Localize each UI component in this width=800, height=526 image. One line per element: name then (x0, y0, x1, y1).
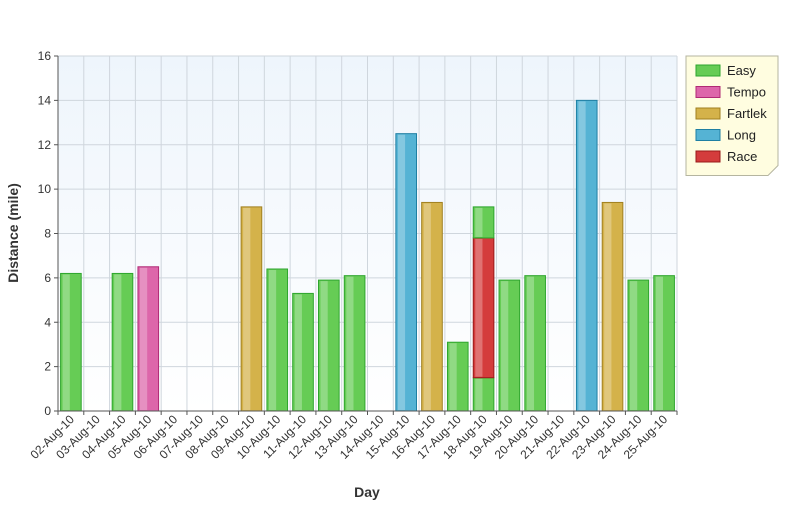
bar-fill (472, 206, 495, 239)
bar-highlight (114, 274, 122, 410)
y-tick-label: 2 (44, 360, 51, 374)
bar-highlight (423, 203, 431, 410)
axes (54, 55, 678, 415)
legend-box (685, 55, 779, 176)
bar-easy (472, 206, 495, 239)
y-tick-label: 16 (38, 49, 52, 63)
bar-highlight (475, 207, 483, 237)
bar-easy (653, 275, 675, 412)
bar-easy (60, 272, 82, 412)
legend-item-fartlek: Fartlek (695, 106, 767, 121)
y-tick-label: 6 (44, 271, 51, 285)
bar-easy (524, 275, 546, 412)
bar-highlight (268, 270, 277, 410)
bar-highlight (475, 238, 483, 377)
bar-long (575, 99, 598, 412)
bar-highlight (655, 276, 664, 410)
legend-item-easy: Easy (695, 63, 756, 78)
bar-easy (446, 341, 469, 412)
legend-swatch (695, 64, 721, 77)
bar-highlight (604, 203, 612, 410)
legend-label: Fartlek (727, 106, 767, 121)
bar-highlight (139, 267, 148, 410)
legend-item-tempo: Tempo (695, 85, 766, 100)
y-axis-title: Distance (mile) (5, 183, 21, 283)
y-tick-label: 4 (44, 315, 51, 329)
legend-item-long: Long (695, 128, 756, 143)
y-tick-label: 8 (44, 227, 51, 241)
legend-label: Tempo (727, 85, 766, 100)
y-tick-label: 12 (38, 138, 52, 152)
bar-easy (266, 268, 289, 412)
bar-easy (317, 279, 340, 412)
bar-fartlek (421, 201, 443, 412)
bar-highlight (320, 281, 328, 410)
bar-tempo (137, 266, 160, 412)
bar-fartlek (240, 206, 263, 412)
bar-highlight (578, 101, 586, 410)
x-tick-labels: 02-Aug-1003-Aug-1004-Aug-1005-Aug-1006-A… (27, 412, 670, 462)
x-axis-title: Day (354, 484, 380, 500)
legend-swatch (695, 86, 721, 98)
y-tick-label: 14 (38, 93, 52, 107)
bar-easy (498, 279, 521, 412)
bar-race (472, 237, 495, 379)
bar-highlight (346, 276, 354, 410)
bars (60, 99, 675, 412)
legend-item-race: Race (695, 149, 757, 164)
y-tick-labels: 0 2 4 6 8 10 12 14 16 (38, 49, 52, 418)
y-tick-label: 10 (38, 182, 52, 196)
bar-easy (292, 292, 314, 412)
bar-easy (111, 272, 134, 412)
bar-highlight (501, 281, 509, 410)
bar-highlight (294, 294, 302, 410)
bar-long (395, 133, 418, 412)
legend-label: Easy (727, 63, 756, 78)
bar-highlight (243, 207, 251, 410)
y-tick-label: 0 (44, 404, 51, 418)
bar-highlight (62, 274, 70, 410)
legend-swatch (695, 150, 721, 163)
legend-label: Long (727, 128, 756, 143)
legend-swatch (695, 129, 721, 141)
legend-swatch (695, 107, 721, 120)
bar-easy (627, 279, 650, 412)
legend: Easy Tempo Fartlek Long Race (685, 55, 779, 176)
legend-label: Race (727, 149, 757, 164)
bar-highlight (475, 378, 483, 410)
bar-highlight (629, 281, 638, 410)
bar-easy (343, 275, 366, 412)
bar-highlight (397, 134, 406, 410)
bar-fartlek (601, 201, 624, 412)
bar-highlight (449, 343, 457, 410)
bar-highlight (526, 276, 535, 410)
bar-easy (472, 377, 495, 412)
